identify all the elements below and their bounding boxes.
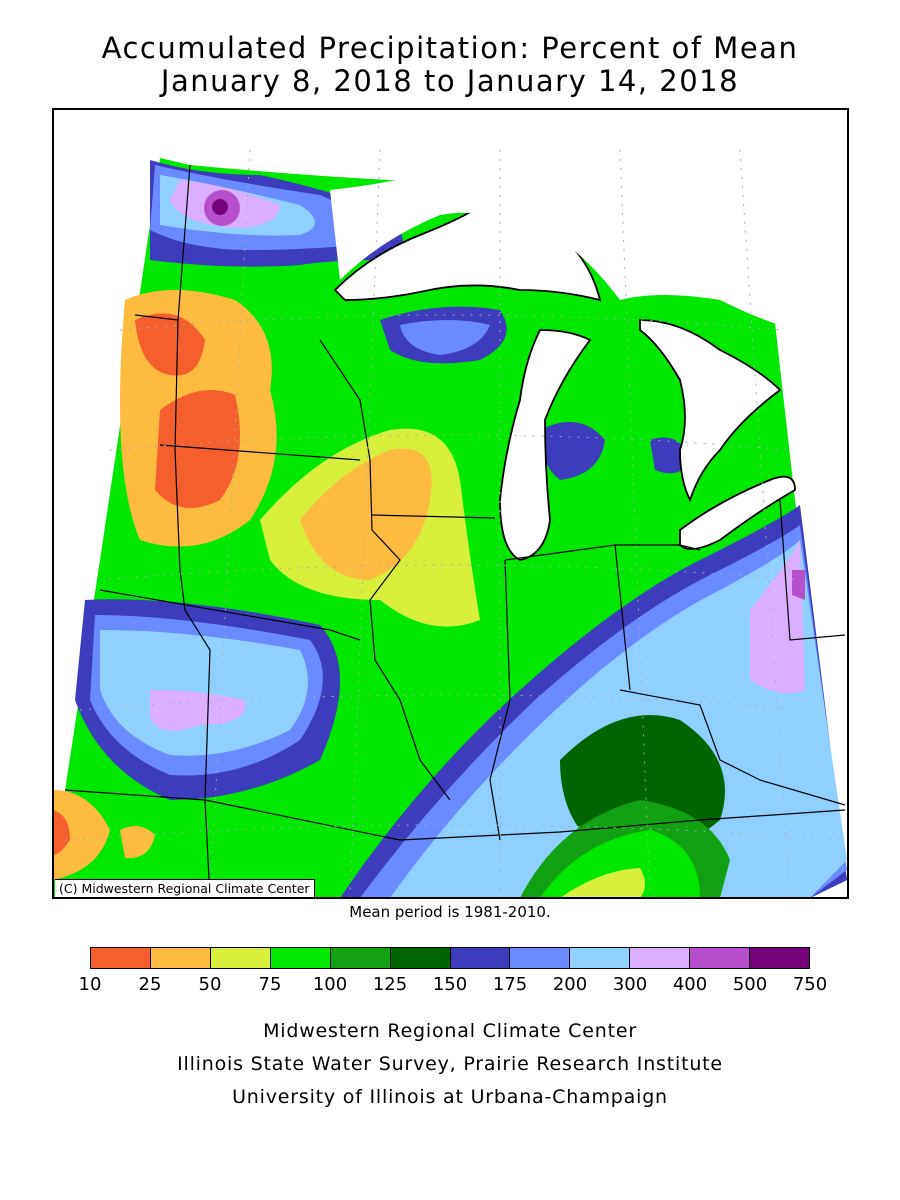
region-vvhigh-southeast: [390, 540, 847, 898]
region-low-far-southwest: [53, 790, 110, 880]
region-low-center: [300, 448, 432, 580]
state-boundaries: [64, 164, 846, 898]
copyright-note: (C) Midwestern Regional Climate Center: [55, 879, 315, 897]
region-high-michigan: [540, 422, 605, 480]
legend-tick-label: 750: [792, 974, 828, 995]
legend-tick-label: 75: [258, 974, 282, 995]
legend-tick-label: 300: [612, 974, 648, 995]
legend-swatch: [270, 948, 331, 968]
legend-tick-label: 500: [732, 974, 768, 995]
color-legend-labels: 10 25 50 75 100 125 150 175 200 300 400 500 750: [60, 974, 840, 998]
mean-period-note: Mean period is 1981-2010.: [349, 903, 551, 921]
credit-line-center: Midwestern Regional Climate Center: [263, 1020, 637, 1042]
legend-swatch: [690, 948, 751, 968]
legend-swatch: [630, 948, 691, 968]
region-lowmid-kentucky: [560, 868, 645, 898]
credit-line-survey: Illinois State Water Survey, Prairie Res…: [177, 1053, 723, 1075]
legend-tick-label: 200: [552, 974, 588, 995]
credit-line-university: University of Illinois at Urbana-Champai…: [232, 1086, 668, 1108]
legend-tick-label: 175: [492, 974, 528, 995]
map-title: Accumulated Precipitation: Percent of Me…: [101, 31, 799, 65]
legend-tick-label: 100: [312, 974, 348, 995]
lake-huron: [639, 319, 782, 503]
region-verylow-far-southwest: [53, 810, 70, 855]
legend-swatch: [390, 948, 451, 968]
canada-land: [330, 150, 795, 330]
region-verylow-nw: [135, 313, 205, 376]
precipitation-map: [52, 108, 849, 899]
legend-tick-label: 50: [198, 974, 222, 995]
lake-superior: [333, 204, 602, 302]
region-xhigh-east: [750, 540, 805, 694]
region-xhigh-southwest: [150, 690, 246, 731]
legend-swatch: [510, 948, 571, 968]
region-vvhigh-southwest: [100, 630, 308, 756]
region-vhigh-superior: [400, 320, 490, 355]
legend-tick-label: 25: [138, 974, 162, 995]
legend-swatch: [150, 948, 211, 968]
legend-swatch: [91, 948, 151, 968]
legend-swatch: [570, 948, 631, 968]
region-normal-kentucky2: [540, 830, 700, 898]
color-legend-bar: [90, 947, 810, 969]
lake-erie: [679, 475, 796, 550]
legend-swatch: [750, 948, 810, 968]
legend-tick-label: 150: [432, 974, 468, 995]
legend-swatch: [210, 948, 271, 968]
legend-swatch: [330, 948, 391, 968]
region-peak-east: [792, 570, 805, 600]
legend-tick-label: 125: [372, 974, 408, 995]
legend-swatch: [450, 948, 511, 968]
legend-tick-label: 10: [78, 974, 102, 995]
legend-tick-label: 400: [672, 974, 708, 995]
lake-michigan: [499, 329, 592, 561]
map-frame: [52, 108, 849, 899]
map-date-range: January 8, 2018 to January 14, 2018: [160, 64, 740, 98]
region-peak-north-center: [212, 199, 228, 215]
graticule: [64, 149, 846, 898]
